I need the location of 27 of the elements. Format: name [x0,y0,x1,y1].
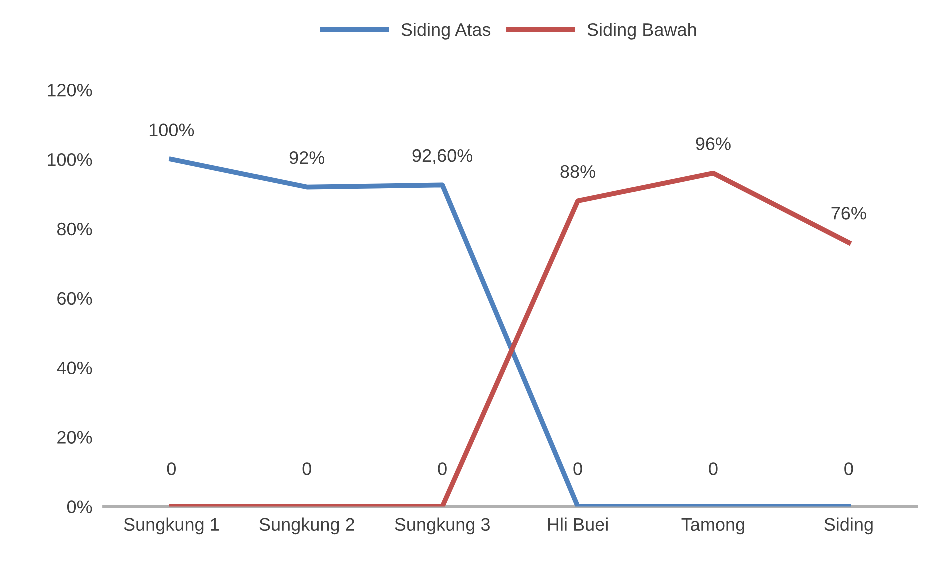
data-label: 0 [302,462,312,476]
x-tick-label: Hli Buei [548,518,608,532]
x-tick-label: Tamong [682,518,744,535]
y-tick-label: 0% [67,500,92,514]
data-label: 92,60% [412,149,473,164]
legend-label: Siding Atas [402,23,491,40]
y-tick-label: 80% [57,222,92,236]
y-tick-label: 100% [48,153,92,166]
y-tick-label: 60% [58,292,92,306]
data-label: 0 [167,462,176,476]
x-tick-label: Sungkung 2 [260,518,354,535]
legend-label: Siding Bawah [588,23,696,40]
data-label: 96% [696,138,731,150]
data-label: 0 [574,462,582,476]
data-label: 100% [150,124,194,137]
x-tick-label: Siding [824,518,873,535]
data-label: 92% [290,151,325,164]
data-label: 0 [844,462,854,476]
x-tick-label: Sungkung 1 [124,518,219,535]
y-tick-label: 40% [57,362,92,375]
data-label: 0 [709,462,718,476]
x-tick-label: Sungkung 3 [395,518,490,535]
data-label: 88% [560,165,596,178]
y-tick-label: 20% [58,431,92,444]
data-label: 0 [438,462,447,476]
data-label: 76% [832,207,866,220]
y-tick-label: 120% [48,84,92,97]
